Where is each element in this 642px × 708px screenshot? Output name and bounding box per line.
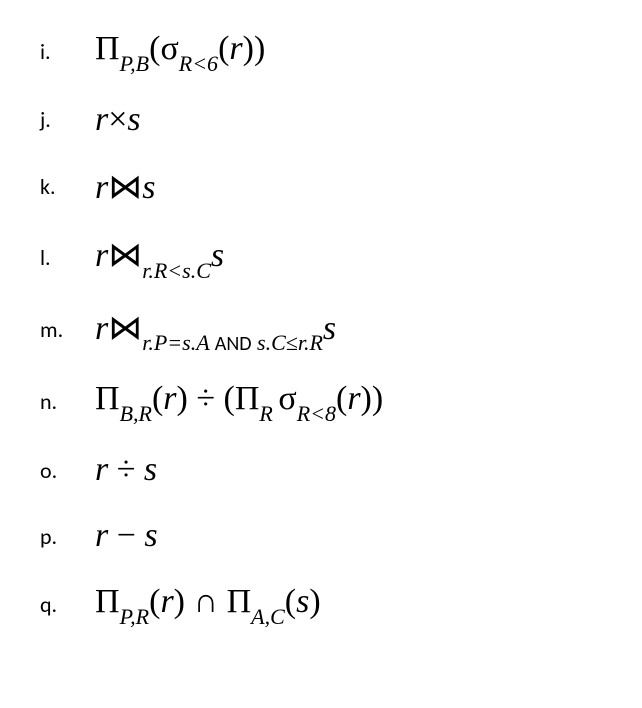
item-label: k. [40,173,95,200]
item-label: n. [40,388,95,415]
item-expression: r⋈r.P=s.A AND s.C≤r.Rs [95,308,336,353]
item-expression: ΠP,R(r) ∩ ΠA,C(s) [95,583,321,626]
item-label: i. [40,38,95,65]
item-expression: r×s [95,101,141,139]
expression-list: i.ΠP,B(σR<6(r))j.r×sk.r⋈sl.r⋈r.R<s.Csm.r… [40,30,602,626]
item-expression: ΠP,B(σR<6(r)) [95,30,265,73]
item-label: q. [40,591,95,618]
expression-item: i.ΠP,B(σR<6(r)) [40,30,602,73]
item-expression: r ÷ s [95,451,157,489]
item-label: l. [40,244,95,271]
expression-item: m.r⋈r.P=s.A AND s.C≤r.Rs [40,308,602,353]
item-expression: r⋈r.R<s.Cs [95,235,224,280]
item-expression: r − s [95,517,158,555]
item-expression: ΠB,R(r) ÷ (ΠR σR<8(r)) [95,380,383,423]
expression-item: j.r×s [40,101,602,139]
expression-item: k.r⋈s [40,167,602,207]
expression-item: n.ΠB,R(r) ÷ (ΠR σR<8(r)) [40,380,602,423]
expression-item: q.ΠP,R(r) ∩ ΠA,C(s) [40,583,602,626]
item-expression: r⋈s [95,167,155,207]
expression-item: o.r ÷ s [40,451,602,489]
expression-item: p.r − s [40,517,602,555]
item-label: p. [40,523,95,550]
expression-item: l.r⋈r.R<s.Cs [40,235,602,280]
item-label: m. [40,316,95,343]
item-label: o. [40,457,95,484]
item-label: j. [40,106,95,133]
